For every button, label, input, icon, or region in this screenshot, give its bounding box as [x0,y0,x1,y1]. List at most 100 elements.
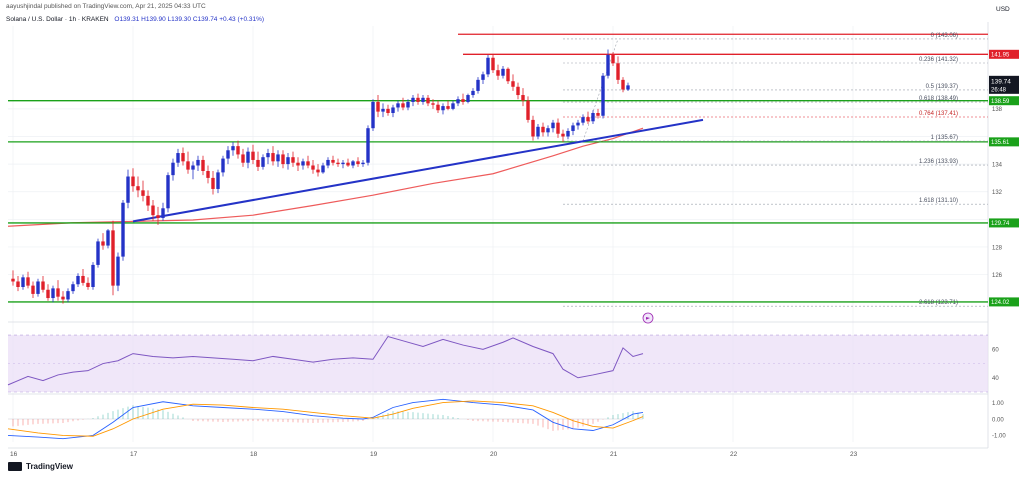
candle-down [296,162,300,166]
ohlc-values: O139.31 H139.90 L139.30 C139.74 +0.43 (+… [114,16,265,23]
candle-down [491,57,495,71]
price-tick-label: 126 [992,273,1003,279]
macd-tick-label: 1.00 [992,401,1004,407]
candle-down [436,104,440,111]
candle-down [531,119,535,137]
candle-up [351,161,355,166]
candle-down [81,275,85,283]
candle-down [526,100,530,120]
candle-up [406,101,410,108]
candle-down [586,117,590,122]
support-level-value: 124.02 [991,300,1010,306]
candle-up [626,85,630,90]
fib-level-label: 0.5 (139.37) [926,84,958,90]
candle-down [561,133,565,137]
candle-down [46,289,50,299]
time-tick-label: 20 [490,451,498,458]
candle-down [446,106,450,109]
candle-up [261,157,265,167]
candle-down [331,159,335,163]
candle-down [271,153,275,162]
candle-down [541,126,545,133]
price-tick-label: 132 [992,190,1003,196]
current-price-tag [989,75,1019,94]
candle-up [276,154,280,162]
candle-up [326,159,330,166]
candle-up [471,90,475,96]
candle-up [266,153,270,158]
candle-down [11,278,15,282]
candle-down [31,285,35,294]
current-price-value: 139.74 [991,78,1011,85]
candle-up [96,241,100,265]
candle-down [206,171,210,178]
candle-up [191,165,195,170]
resistance-level-tag [989,49,1019,59]
candle-up [441,106,445,111]
price-tick-label: 138 [992,107,1003,113]
support-level-tag [989,297,1019,307]
fib-level-label: 0.618 (138.49) [919,96,958,102]
candle-down [426,97,430,104]
moving-average [7,127,644,227]
candle-up [546,128,550,133]
candle-down [181,153,185,162]
rsi-band [8,334,988,393]
support-level-value: 135.61 [991,140,1010,146]
candle-up [286,157,290,165]
candle-down [336,162,340,165]
candle-up [196,159,200,166]
replay-icon[interactable] [642,312,654,324]
time-tick-label: 17 [130,451,138,458]
candle-up [591,113,595,122]
candle-up [551,122,555,129]
candle-down [416,97,420,102]
candle-down [241,154,245,163]
fib-level-label: 0.236 (141.32) [919,57,958,63]
trendline [132,118,704,223]
candle-up [91,264,95,287]
candle-down [616,63,620,80]
candle-up [71,284,75,292]
candles [11,49,630,304]
candle-up [486,57,490,75]
candle-down [611,55,615,64]
candle-down [141,190,145,196]
candle-down [291,157,295,163]
candle-up [76,275,80,285]
candle-up [321,165,325,173]
support-level-value: 138.59 [991,99,1010,105]
macd-tick-label: 0.00 [992,417,1004,423]
fib-level-label: 0 (143.06) [931,33,958,39]
support-level-value: 129.74 [991,221,1010,227]
time-tick-label: 19 [370,451,378,458]
candle-up [116,256,120,286]
candle-up [501,68,505,76]
candle-down [516,86,520,96]
rsi-tick-label: 40 [992,376,999,382]
candle-down [281,154,285,165]
candle-up [126,176,130,203]
candle-down [556,122,560,134]
candle-down [86,282,90,287]
moving-average-line [7,127,644,227]
candle-up [451,103,455,109]
candle-down [511,81,515,87]
candle-down [186,161,190,170]
rsi-indicator [7,335,644,386]
candle-down [61,296,65,300]
grid [8,22,989,448]
trendline-line [132,118,704,223]
candle-down [111,230,115,286]
candle-down [496,70,500,76]
candle-up [366,128,370,163]
candle-down [211,177,215,189]
candle-up [476,79,480,91]
rsi-tick-label: 60 [992,348,999,354]
candle-up [216,172,220,189]
candle-up [371,101,375,129]
candle-down [311,165,315,170]
rsi-line [7,335,644,386]
candle-down [146,195,150,206]
